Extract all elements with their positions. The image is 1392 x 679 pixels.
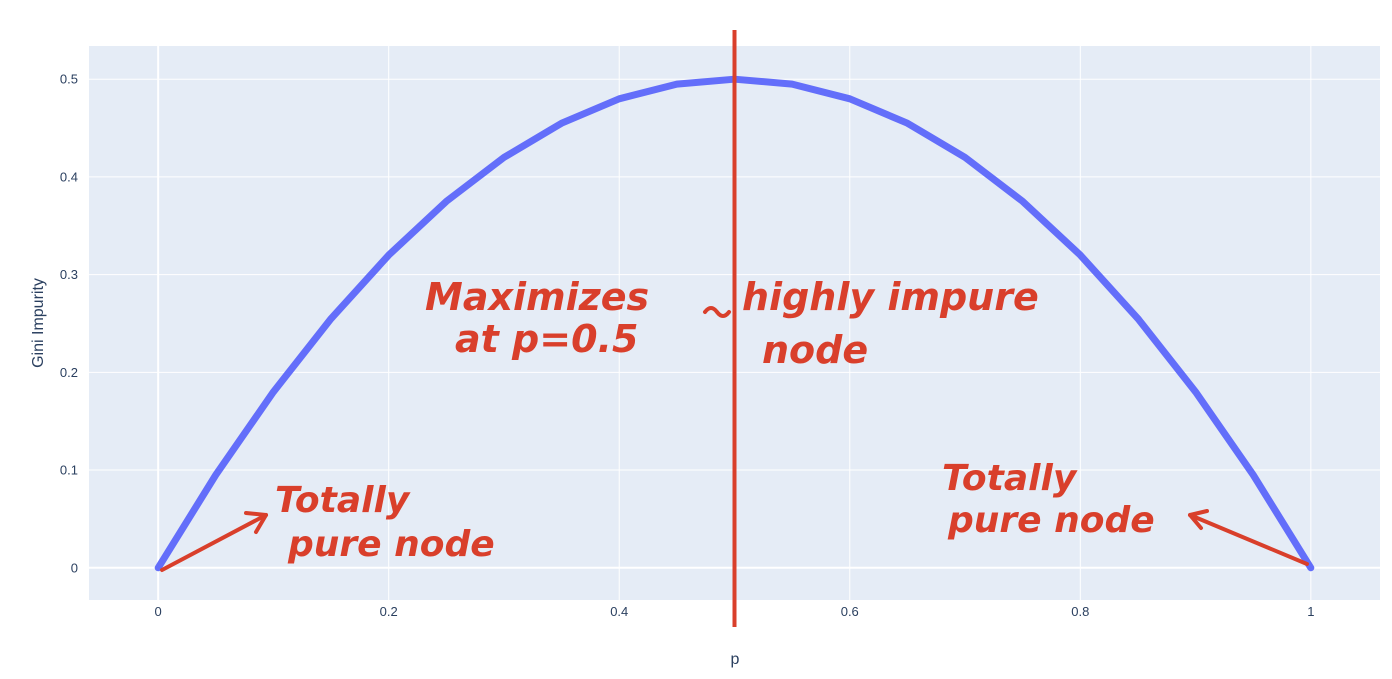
x-tick-label: 0.8: [1071, 604, 1089, 619]
tick-labels: 0 0.2 0.4 0.6 0.8 1 0 0.1 0.2 0.3 0.4 0.5: [60, 72, 1315, 619]
y-tick-label: 0.2: [60, 365, 78, 380]
annotation-max-note: Maximizes at p=0.5 highly impure node: [425, 275, 1039, 372]
x-tick-label: 1: [1307, 604, 1314, 619]
annotation-left-line1: Totally: [275, 480, 411, 521]
annotation-max-line2: at p=0.5: [455, 317, 638, 361]
series-group: [154, 30, 1315, 627]
y-tick-label: 0.3: [60, 267, 78, 282]
annotation-right-pure: Totally pure node: [942, 458, 1309, 566]
x-tick-label: 0: [155, 604, 162, 619]
annotation-max-line3: highly impure: [742, 275, 1039, 319]
annotation-left-line2: pure node: [287, 524, 495, 565]
annotation-max-line4: node: [762, 328, 868, 372]
x-axis-title: p: [731, 651, 740, 668]
annotation-left-pure: Totally pure node: [160, 480, 495, 572]
y-tick-label: 0.1: [60, 463, 78, 478]
x-tick-label: 0.4: [610, 604, 628, 619]
annotations: Maximizes at p=0.5 highly impure node To…: [160, 275, 1309, 572]
annotation-right-line2: pure node: [947, 500, 1155, 541]
arrow-right-shaft: [1188, 513, 1309, 566]
y-tick-label: 0.4: [60, 169, 78, 184]
annotation-max-line1: Maximizes: [425, 275, 649, 319]
y-tick-label: 0.5: [60, 72, 78, 87]
y-axis-title: Gini Impurity: [30, 278, 47, 368]
annotation-right-line1: Totally: [942, 458, 1078, 499]
y-tick-label: 0: [71, 560, 78, 575]
arrow-left-shaft: [160, 513, 268, 572]
x-tick-label: 0.2: [380, 604, 398, 619]
tilde-mark: [703, 306, 731, 318]
arrow-right-head: [1188, 509, 1209, 530]
x-tick-label: 0.6: [841, 604, 859, 619]
arrow-left-head: [244, 511, 268, 534]
